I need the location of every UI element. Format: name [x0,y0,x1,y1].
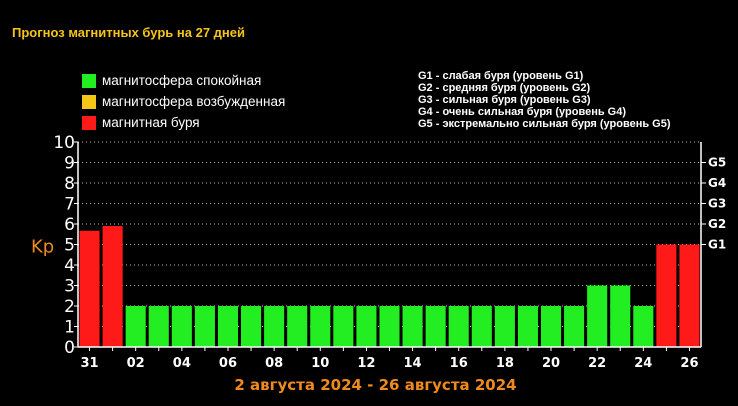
bar [679,244,700,347]
legend-item-excited: магнитосфера возбужденная [82,91,285,112]
y-axis-label: Kp [31,237,54,258]
bar [264,306,285,347]
g-legend-g5: G5 - экстремально сильная буря (уровень … [418,118,671,130]
bar [310,306,331,347]
x-axis-label: 2 августа 2024 - 26 августа 2024 [234,376,516,394]
bar [194,306,215,347]
legend-swatch-calm [82,73,96,88]
bar [517,306,538,347]
x-tick-label: 02 [127,356,145,371]
x-tick-label: 26 [680,356,698,371]
x-tick-label: 20 [542,356,560,371]
g-tick-label: G4 [708,176,726,190]
g-tick-label: G5 [708,156,726,170]
g-tick-label: G1 [708,238,726,252]
legend-label-storm: магнитная буря [102,115,200,130]
bar [610,285,631,347]
bar [494,306,515,347]
bar [425,306,446,347]
g-tick-label: G2 [708,217,726,231]
y-tick-label: 1 [64,318,75,338]
bar [171,306,192,347]
bar [540,306,562,347]
g-legend-g1: G1 - слабая буря (уровень G1) [418,70,584,82]
y-tick-label: 4 [64,256,75,276]
y-tick-label: 2 [64,297,75,317]
x-tick-label: 06 [219,356,237,371]
bar [241,306,262,347]
bar [217,306,239,347]
x-tick-label: 14 [404,356,422,371]
bar [79,230,100,347]
g-level-legend: G1 - слабая буря (уровень G1) G2 - средн… [418,70,671,130]
bar [287,306,308,347]
x-tick-label: 12 [357,356,375,371]
bar [471,306,492,347]
bar [656,244,677,347]
y-tick-label: 5 [64,236,75,256]
bar [633,306,654,347]
legend-swatch-storm [82,115,96,130]
x-tick-label: 04 [173,356,191,371]
chart-title: Прогноз магнитных бурь на 27 дней [12,25,245,40]
g-legend-g3: G3 - сильная буря (уровень G3) [418,94,591,106]
bar [564,306,585,347]
y-tick-label: 9 [64,154,75,174]
x-tick-label: 18 [496,356,514,371]
g-legend-g2: G2 - средняя буря (уровень G2) [418,82,591,94]
bar [356,306,377,347]
bar [379,306,400,347]
x-tick-label: 08 [265,356,283,371]
y-tick-label: 6 [64,215,75,235]
y-tick-label: 7 [64,195,75,215]
y-tick-label: 3 [64,277,75,297]
y-tick-label: 8 [64,174,75,194]
legend-swatch-excited [82,94,96,109]
bar [448,306,469,347]
legend-item-calm: магнитосфера спокойная [82,70,285,91]
bar [125,306,146,347]
bar [148,306,169,347]
g-tick-label: G3 [708,197,726,211]
x-tick-label: 31 [80,356,98,371]
bar [402,306,423,347]
bar [102,226,123,347]
legend-label-calm: магнитосфера спокойная [102,73,262,88]
g-legend-g4: G4 - очень сильная буря (уровень G4) [418,106,627,118]
legend-label-excited: магнитосфера возбужденная [102,94,286,109]
x-tick-label: 10 [311,356,329,371]
bar [333,306,354,347]
x-tick-label: 16 [450,356,468,371]
y-tick-label: 0 [64,338,75,358]
y-tick-label: 10 [53,133,75,153]
bar [587,285,608,347]
x-tick-label: 24 [634,356,652,371]
x-tick-label: 22 [588,356,606,371]
legend-item-storm: магнитная буря [82,112,285,133]
color-legend: магнитосфера спокойная магнитосфера возб… [82,70,285,133]
